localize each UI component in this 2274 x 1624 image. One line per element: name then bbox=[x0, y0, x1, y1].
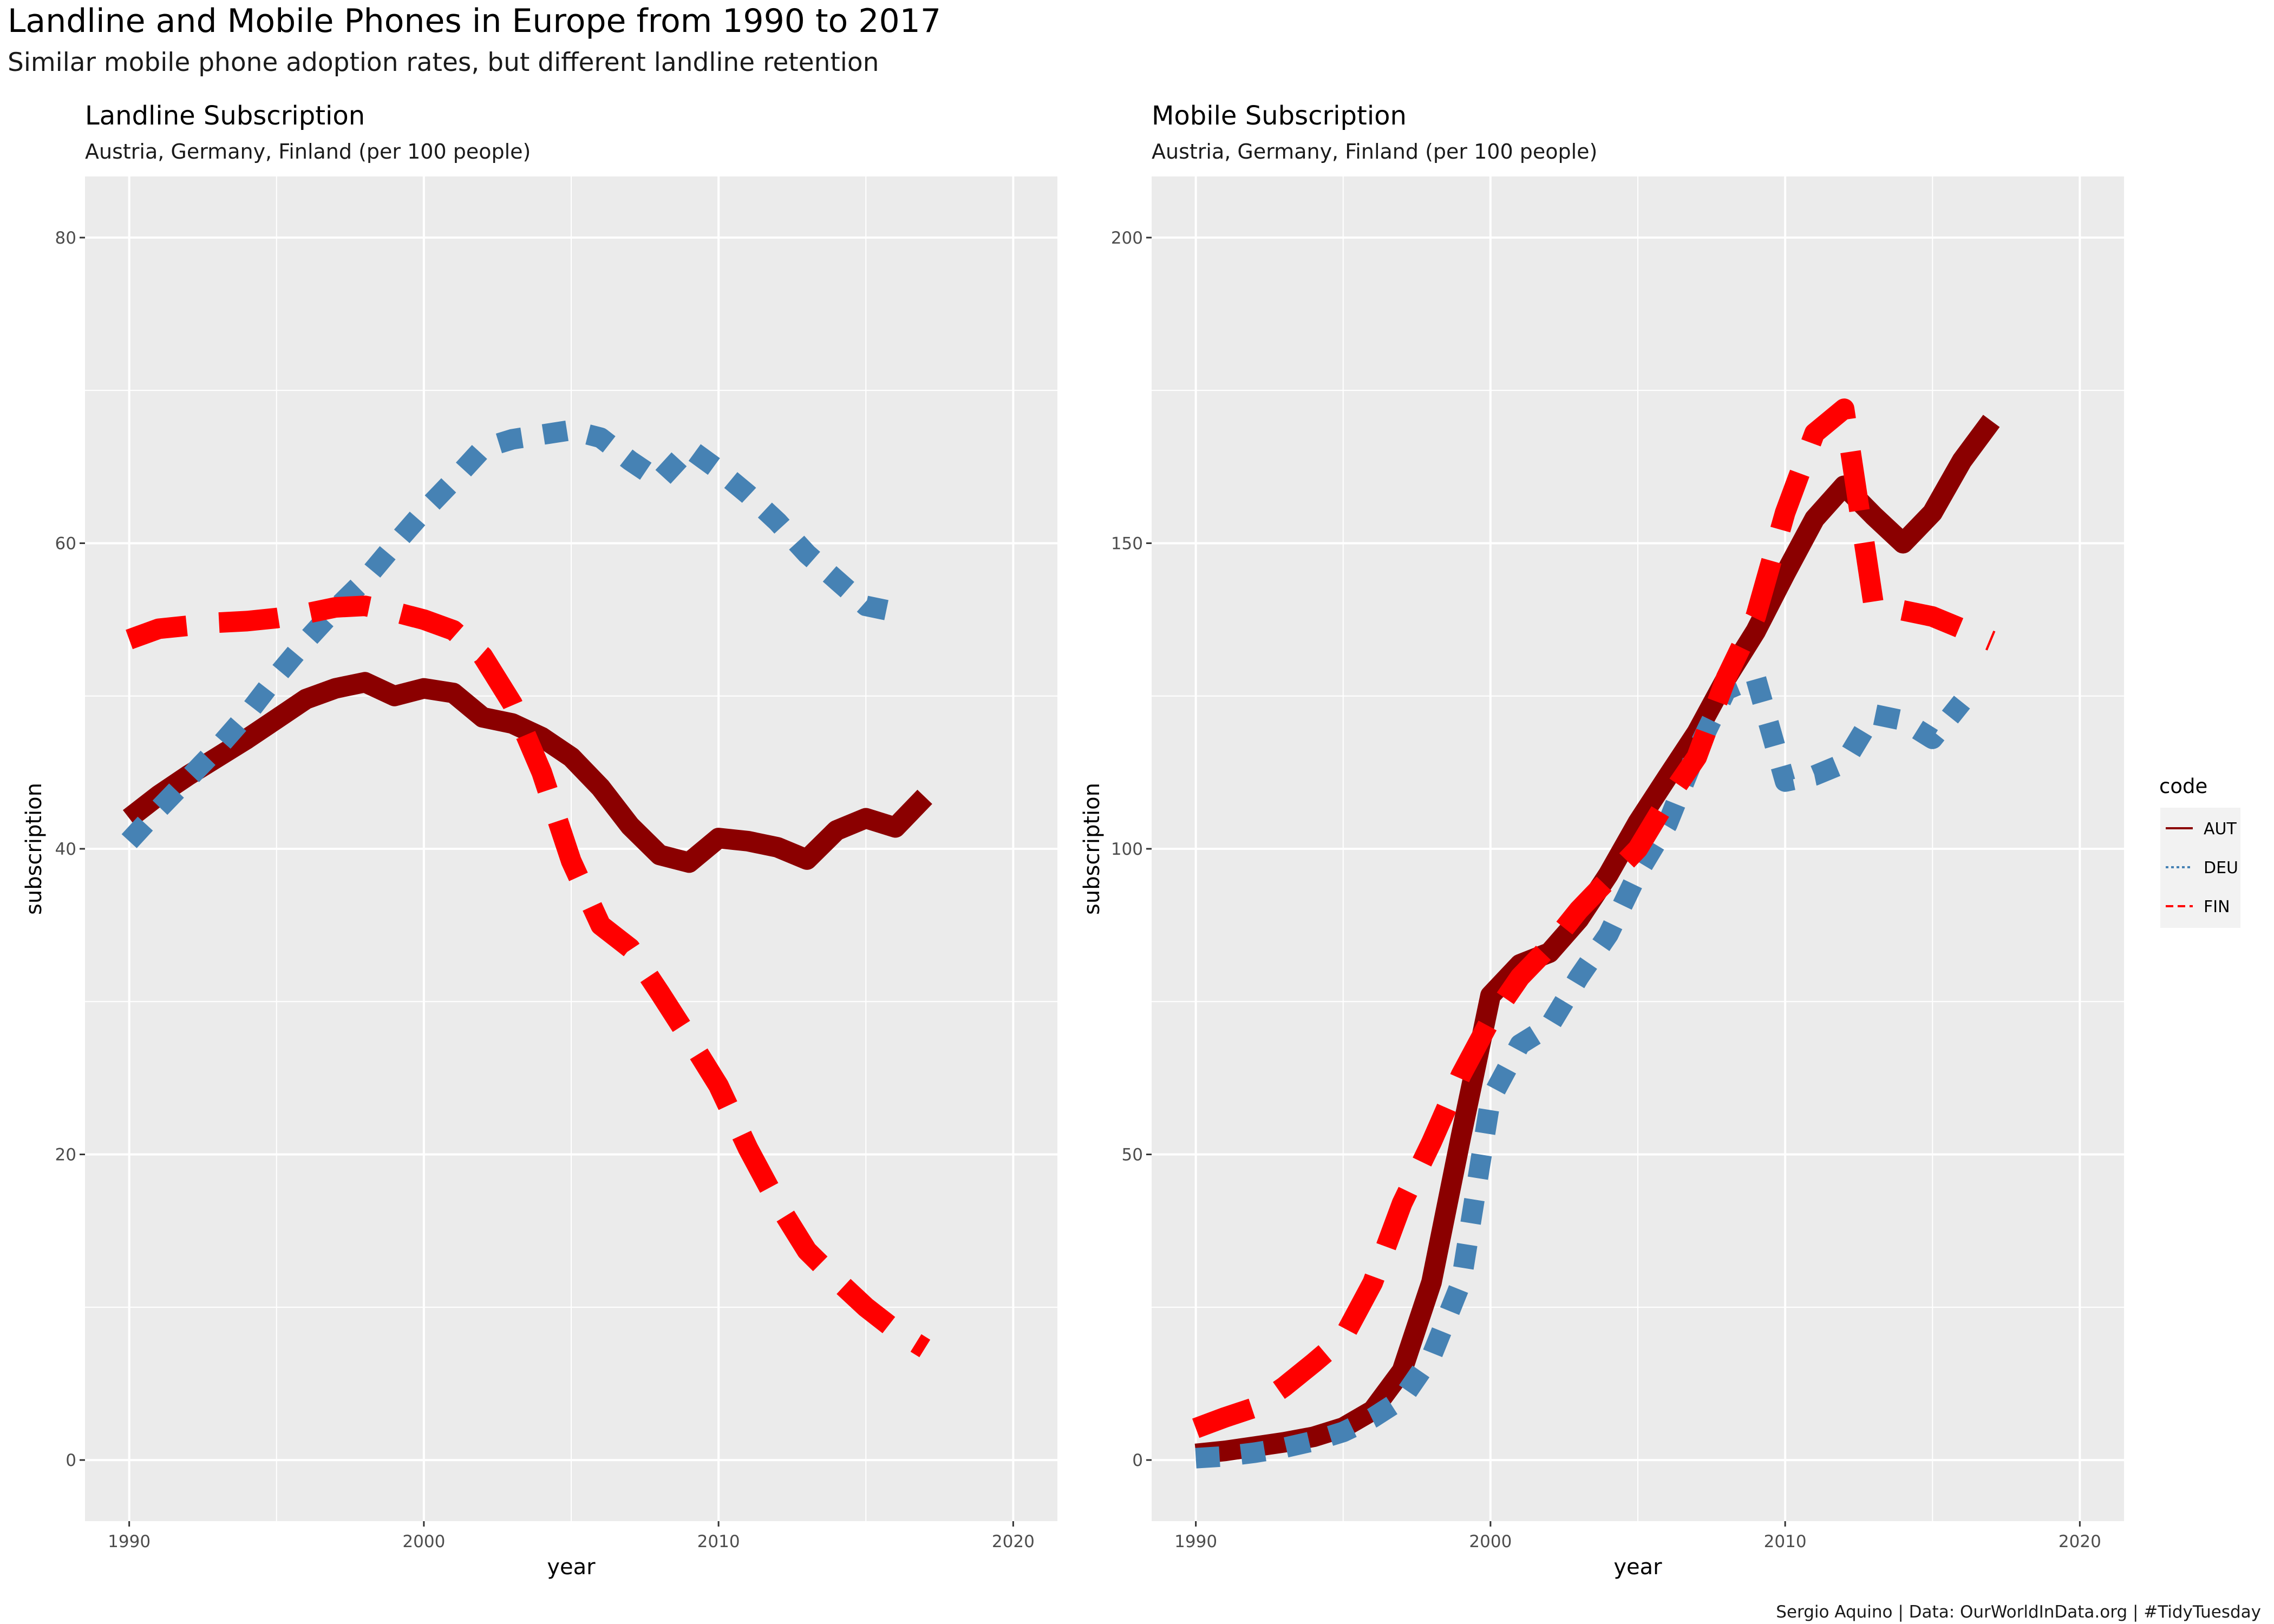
landline-x-tick-label: 1990 bbox=[108, 1532, 151, 1551]
caption: Sergio Aquino | Data: OurWorldInData.org… bbox=[1776, 1602, 2261, 1622]
mobile-x-axis-title: year bbox=[1613, 1555, 1662, 1580]
landline-x-axis-title: year bbox=[547, 1555, 596, 1580]
mobile-y-axis-title: subscription bbox=[1080, 783, 1105, 915]
landline-x-tick-label: 2020 bbox=[992, 1532, 1035, 1551]
legend-label-aut: AUT bbox=[2204, 820, 2237, 839]
mobile-y-tick-label: 100 bbox=[1111, 840, 1143, 859]
main-title: Landline and Mobile Phones in Europe fro… bbox=[8, 2, 942, 40]
legend-label-fin: FIN bbox=[2204, 898, 2230, 916]
mobile-x-tick-label: 1990 bbox=[1174, 1532, 1217, 1551]
mobile-y-tick-label: 200 bbox=[1111, 228, 1143, 248]
legend: code AUT DEU FIN bbox=[2159, 775, 2240, 928]
mobile-panel-title: Mobile Subscription bbox=[1152, 101, 1407, 131]
landline-y-tick-label: 60 bbox=[55, 534, 76, 553]
landline-panel: Landline Subscription Austria, Germany, … bbox=[22, 101, 1057, 1580]
landline-series-line-aut bbox=[122, 672, 932, 873]
landline-panel-title: Landline Subscription bbox=[85, 101, 365, 131]
landline-y-tick-label: 80 bbox=[55, 228, 76, 248]
mobile-x-tick-label: 2010 bbox=[1764, 1532, 1807, 1551]
landline-y-tick-label: 40 bbox=[55, 840, 76, 859]
mobile-panel-subtitle: Austria, Germany, Finland (per 100 peopl… bbox=[1152, 140, 1597, 163]
landline-y-tick-label: 20 bbox=[55, 1145, 76, 1165]
landline-y-axis-title: subscription bbox=[22, 783, 47, 915]
landline-panel-subtitle: Austria, Germany, Finland (per 100 peopl… bbox=[85, 140, 531, 163]
mobile-x-tick-label: 2020 bbox=[2059, 1532, 2101, 1551]
mobile-y-tick-label: 0 bbox=[1132, 1451, 1143, 1470]
main-subtitle: Similar mobile phone adoption rates, but… bbox=[8, 48, 879, 77]
legend-title: code bbox=[2159, 775, 2207, 798]
mobile-series-line-fin bbox=[1192, 398, 1996, 1438]
landline-x-tick-label: 2000 bbox=[402, 1532, 445, 1551]
landline-series-line-fin bbox=[126, 595, 931, 1358]
mobile-y-tick-label: 150 bbox=[1111, 534, 1143, 553]
landline-x-tick-label: 2010 bbox=[697, 1532, 740, 1551]
mobile-series-line-deu bbox=[1195, 667, 1970, 1469]
mobile-y-tick-label: 50 bbox=[1122, 1145, 1143, 1165]
mobile-x-tick-label: 2000 bbox=[1469, 1532, 1512, 1551]
legend-label-deu: DEU bbox=[2204, 859, 2238, 878]
mobile-panel: Mobile Subscription Austria, Germany, Fi… bbox=[1080, 101, 2124, 1580]
landline-y-tick-label: 0 bbox=[66, 1451, 76, 1470]
landline-series-line-deu bbox=[121, 420, 898, 848]
